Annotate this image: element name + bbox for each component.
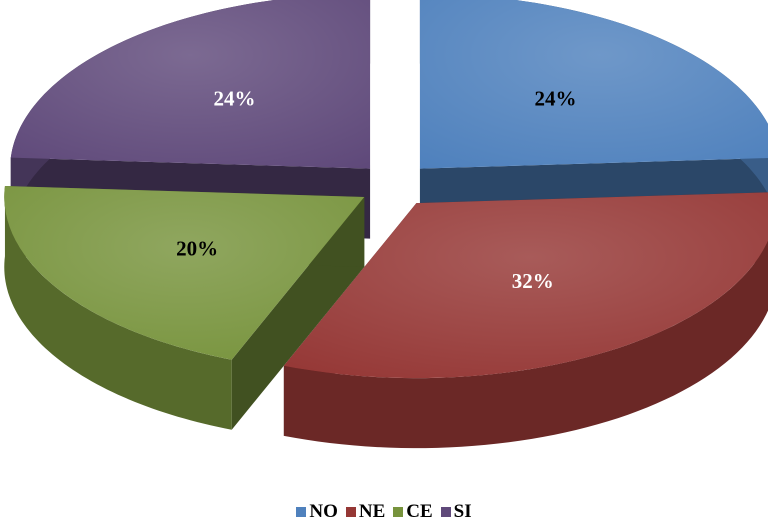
legend-swatch-ne (345, 507, 356, 517)
legend-swatch-si (440, 507, 451, 517)
data-label-ce: 20% (176, 237, 218, 261)
pie-chart-svg: 24% 24% 20% 32% (4, 0, 768, 449)
pie-slice-ne-highlight (283, 192, 768, 379)
legend-label-no: NO (309, 501, 338, 522)
legend-swatch-no (296, 507, 307, 517)
legend-label-ne: NE (358, 501, 386, 522)
pie-slice-ce-highlight (4, 186, 365, 360)
data-label-ne: 32% (512, 269, 554, 293)
data-label-si: 24% (214, 87, 256, 111)
legend-item-ce: CE (393, 501, 433, 523)
legend-label-si: SI (453, 501, 472, 522)
pie-slice-ne (283, 192, 768, 449)
legend-label-ce: CE (406, 501, 433, 522)
pie-slices (4, 0, 768, 449)
data-label-no: 24% (534, 87, 576, 111)
legend-item-ne: NE (345, 501, 386, 523)
pie-slice-no-highlight (419, 0, 768, 169)
pie-labels: 24% 24% 20% 32% (176, 87, 576, 293)
chart-legend: NO NE CE SI (0, 498, 768, 526)
pie-slice-ce (4, 186, 365, 430)
legend-item-si: SI (440, 501, 472, 523)
pie-slice-ne-rim (283, 240, 768, 449)
pie-slice-ce-rim (4, 186, 232, 430)
pie-slice-si-highlight (10, 0, 371, 169)
legend-item-no: NO (296, 501, 338, 523)
legend-swatch-ce (393, 507, 404, 517)
